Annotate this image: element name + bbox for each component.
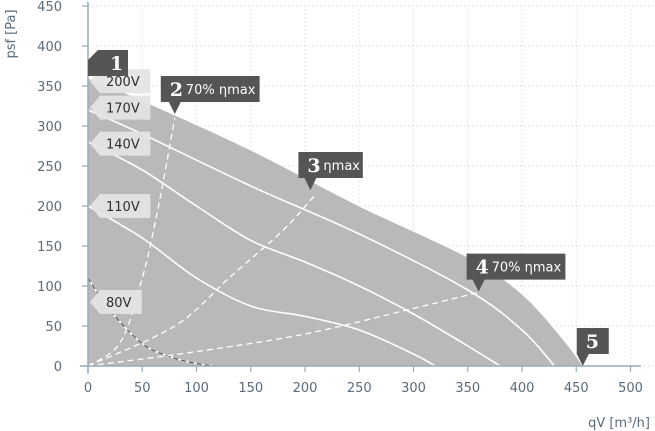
curve-140v [87,141,501,367]
x-tick-label: 450 [564,381,589,396]
marker-number-4: 4 [476,257,489,279]
voltage-label-bg-110v [90,194,151,218]
voltage-label-bg-140v [90,131,151,156]
y-tick-label: 150 [37,240,62,255]
marker-bg-2 [160,76,260,114]
x-tick-label: 500 [618,381,643,396]
marker-text-4: 70% ηmax [492,261,562,276]
efficiency-line-3 [87,193,317,367]
marker-text-3: ηmax [323,159,360,174]
voltage-label-200v: 200V [106,75,140,90]
marker-bg-1 [88,50,128,76]
x-tick-label: 200 [293,381,318,396]
y-axis-title: psf [Pa] [4,9,19,58]
x-tick-label: 150 [238,381,263,396]
x-tick-label: 300 [401,381,426,396]
voltage-label-bg-170v [90,95,151,120]
x-tick-label: 250 [347,381,372,396]
x-tick-label: 400 [510,381,535,396]
marker-number-2: 2 [170,79,183,101]
marker-number-5: 5 [586,331,599,353]
y-tick-label: 0 [54,360,62,375]
efficiency-line-2 [87,117,176,367]
marker-bg-3 [298,152,363,190]
y-tick-label: 50 [45,320,62,335]
y-tick-label: 200 [37,200,62,215]
voltage-label-170v: 170V [106,102,140,117]
y-tick-label: 300 [37,120,62,135]
voltage-label-80v: 80V [106,296,132,311]
voltage-label-140v: 140V [106,138,140,153]
x-tick-label: 350 [455,381,480,396]
y-tick-label: 450 [37,0,62,15]
curve-110v [87,205,436,367]
marker-number-1: 1 [110,53,123,75]
y-tick-label: 350 [37,80,62,95]
marker-text-2: 70% ηmax [186,83,256,98]
x-tick-label: 100 [184,381,209,396]
x-tick-label: 0 [84,381,92,396]
y-tick-label: 100 [37,280,62,295]
marker-bg-5 [576,328,609,366]
curve-200v [87,77,584,367]
marker-number-3: 3 [307,155,320,177]
marker-bg-4 [466,253,566,292]
x-axis-title: qV [m³/h] [588,416,650,431]
voltage-label-bg-80v [90,290,142,314]
y-tick-label: 400 [37,40,62,55]
x-tick-label: 50 [134,381,151,396]
voltage-label-110v: 110V [106,200,140,215]
y-tick-label: 250 [37,160,62,175]
